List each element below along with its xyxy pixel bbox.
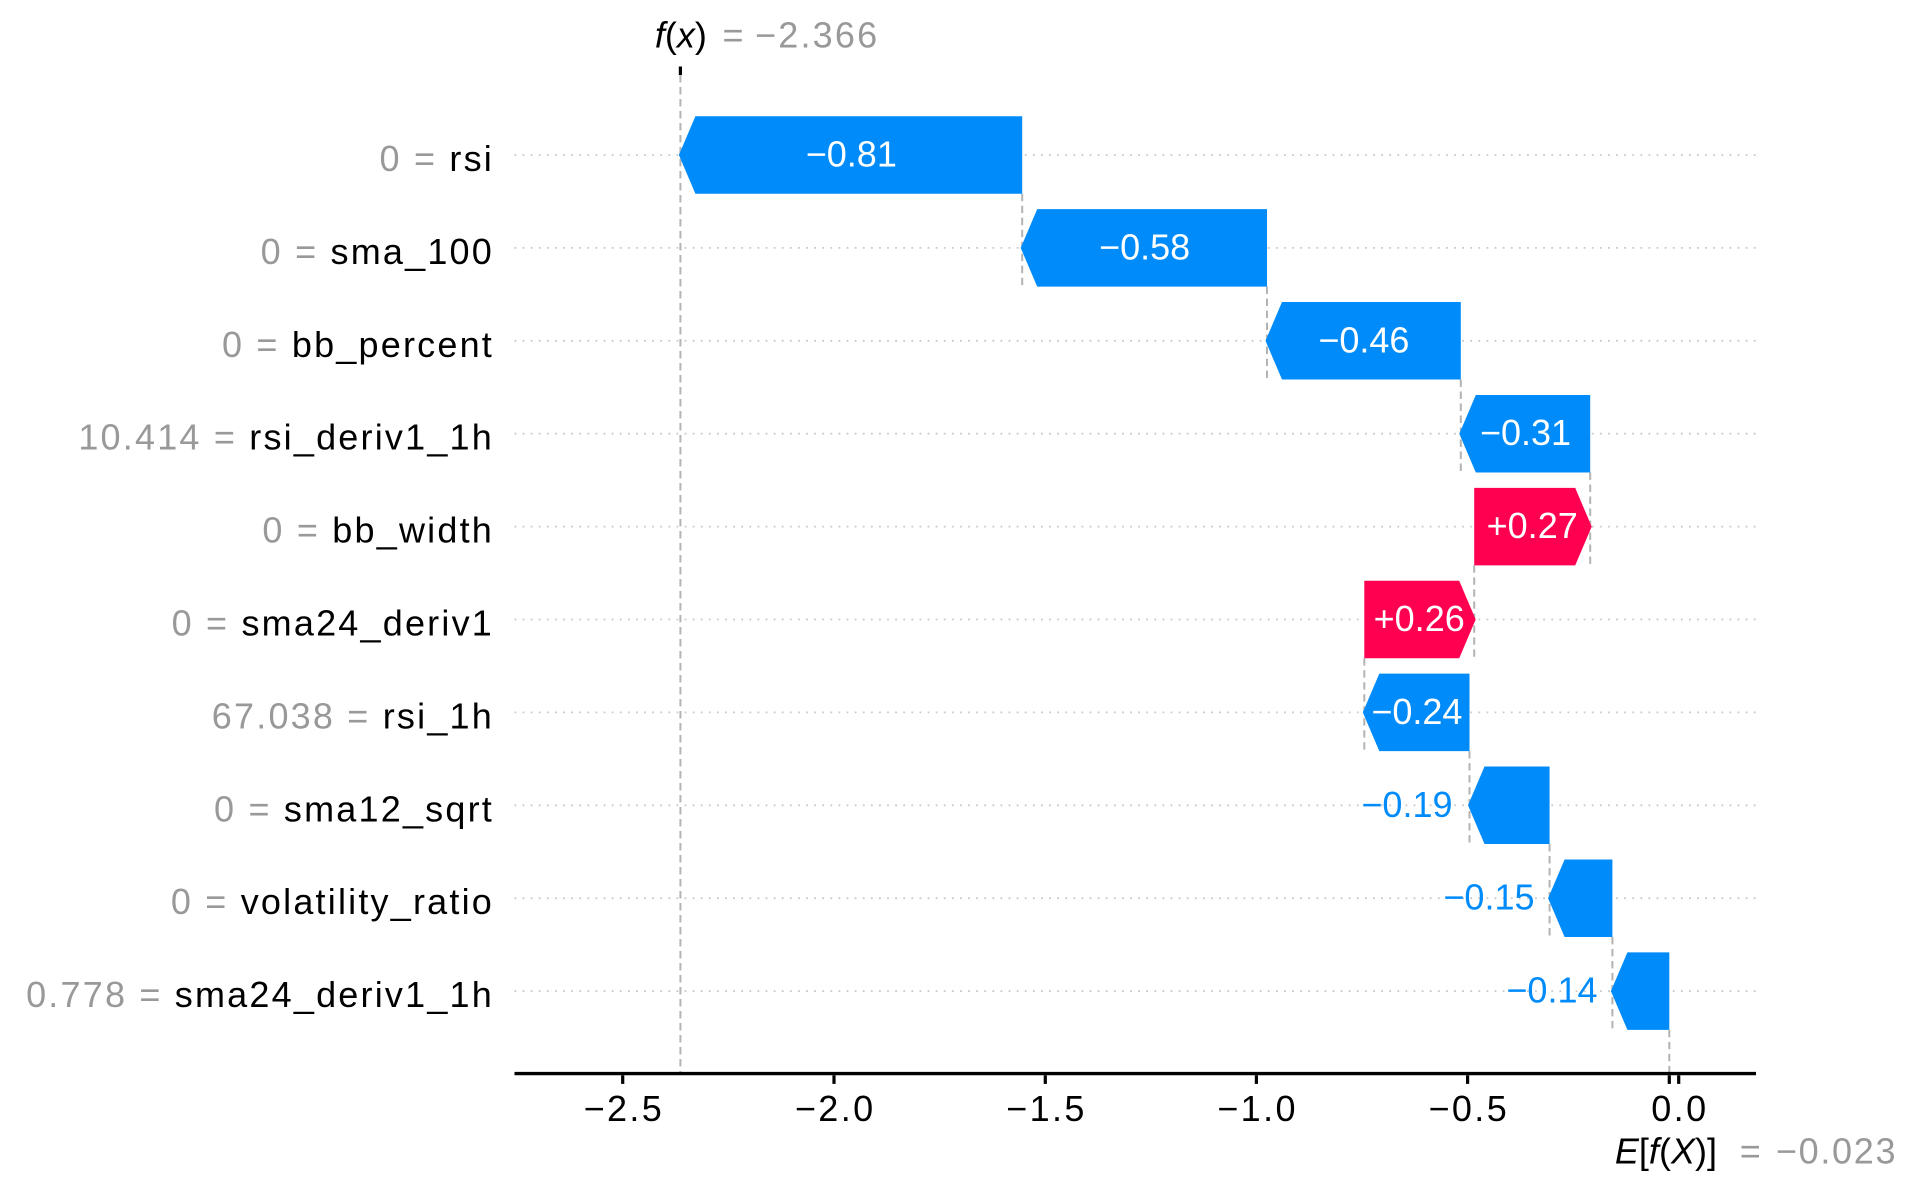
svg-text:−2.5: −2.5 xyxy=(584,1088,665,1129)
svg-text:−1.5: −1.5 xyxy=(1006,1088,1087,1129)
svg-text:−0.81: −0.81 xyxy=(806,134,897,175)
svg-text:−0.46: −0.46 xyxy=(1318,319,1409,360)
svg-text:+0.26: +0.26 xyxy=(1374,598,1465,639)
svg-text:0 = sma24_deriv1: 0 = sma24_deriv1 xyxy=(172,603,494,644)
svg-text:0 = volatility_ratio: 0 = volatility_ratio xyxy=(171,881,494,922)
svg-text:=: = xyxy=(1740,1131,1761,1172)
svg-text:−0.5: −0.5 xyxy=(1428,1088,1509,1129)
svg-text:0 = bb_width: 0 = bb_width xyxy=(262,510,494,551)
svg-text:f(x): f(x) xyxy=(655,15,707,56)
svg-text:0 = sma_100: 0 = sma_100 xyxy=(261,231,494,272)
svg-text:67.038 = rsi_1h: 67.038 = rsi_1h xyxy=(212,695,494,736)
svg-text:−0.15: −0.15 xyxy=(1443,877,1534,918)
svg-text:+0.27: +0.27 xyxy=(1487,505,1578,546)
svg-text:−0.24: −0.24 xyxy=(1371,691,1462,732)
svg-text:−2.0: −2.0 xyxy=(795,1088,876,1129)
svg-text:−0.58: −0.58 xyxy=(1099,226,1190,267)
svg-text:=: = xyxy=(723,15,744,56)
svg-text:10.414 = rsi_deriv1_1h: 10.414 = rsi_deriv1_1h xyxy=(78,417,494,458)
svg-text:0 = rsi: 0 = rsi xyxy=(380,138,494,179)
svg-text:−0.14: −0.14 xyxy=(1506,970,1597,1011)
svg-text:0 = sma12_sqrt: 0 = sma12_sqrt xyxy=(214,788,494,829)
svg-text:0.0: 0.0 xyxy=(1651,1088,1708,1129)
svg-text:E[f(X)]: E[f(X)] xyxy=(1615,1131,1717,1172)
svg-text:−0.023: −0.023 xyxy=(1776,1131,1897,1172)
svg-text:−2.366: −2.366 xyxy=(755,15,879,56)
svg-text:−0.31: −0.31 xyxy=(1480,412,1571,453)
svg-text:0.778 = sma24_deriv1_1h: 0.778 = sma24_deriv1_1h xyxy=(26,974,494,1015)
svg-text:−1.0: −1.0 xyxy=(1217,1088,1298,1129)
svg-text:0 = bb_percent: 0 = bb_percent xyxy=(222,324,494,365)
svg-text:−0.19: −0.19 xyxy=(1361,784,1452,825)
